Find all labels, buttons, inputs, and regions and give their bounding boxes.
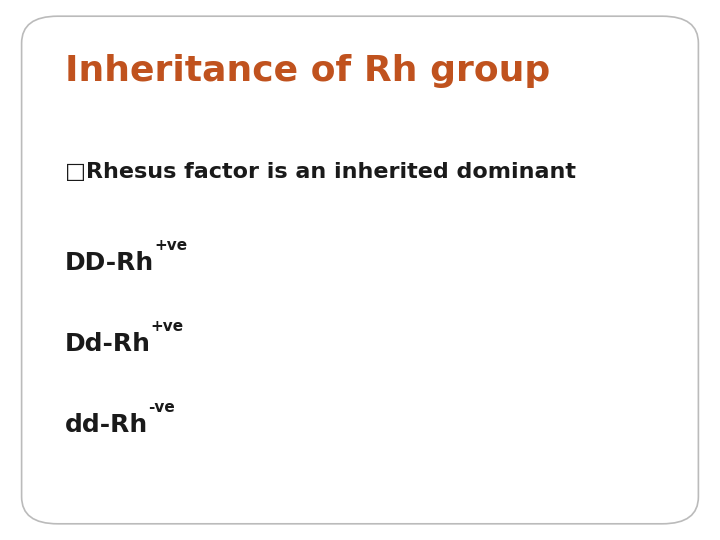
Text: -ve: -ve [148,400,175,415]
Text: DD-Rh: DD-Rh [65,251,154,275]
FancyBboxPatch shape [22,16,698,524]
Text: Dd-Rh: Dd-Rh [65,332,150,356]
Text: Inheritance of Rh group: Inheritance of Rh group [65,54,550,88]
Text: +ve: +ve [154,238,187,253]
Text: dd-Rh: dd-Rh [65,413,148,437]
Text: □Rhesus factor is an inherited dominant: □Rhesus factor is an inherited dominant [65,162,576,182]
Text: +ve: +ve [150,319,184,334]
